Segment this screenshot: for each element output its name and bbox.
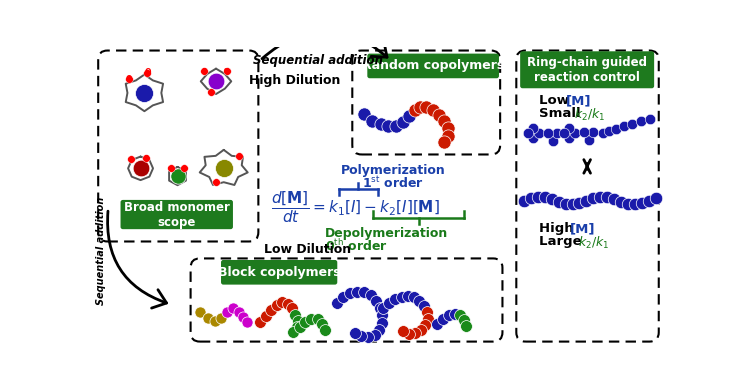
Text: O: O [202, 68, 207, 73]
Text: Low Dilution: Low Dilution [263, 243, 351, 256]
FancyBboxPatch shape [121, 200, 233, 229]
Text: $\dfrac{d[\mathbf{M}]}{dt} = k_1[I] - k_2[I][\mathbf{M}]$: $\dfrac{d[\mathbf{M}]}{dt} = k_1[I] - k_… [272, 189, 440, 225]
Text: Block copolymers: Block copolymers [218, 266, 340, 279]
FancyBboxPatch shape [520, 51, 654, 88]
Text: Broad monomer
scope: Broad monomer scope [124, 201, 229, 229]
Text: 0$^{\rm th}$ order: 0$^{\rm th}$ order [326, 238, 388, 254]
Text: O: O [128, 157, 133, 161]
Text: O: O [208, 89, 213, 95]
Text: High Dilution: High Dilution [249, 74, 340, 87]
Text: [M]: [M] [565, 95, 591, 107]
Text: O: O [237, 154, 242, 159]
Text: 1$^{\rm st}$ order: 1$^{\rm st}$ order [363, 175, 424, 191]
Text: $k_2/k_1$: $k_2/k_1$ [578, 235, 609, 251]
Text: Large: Large [539, 235, 587, 247]
FancyArrowPatch shape [107, 211, 166, 308]
Text: Low: Low [539, 95, 574, 107]
FancyArrowPatch shape [262, 31, 387, 59]
Text: O: O [127, 77, 132, 82]
Text: Depolymerization: Depolymerization [326, 227, 448, 240]
Text: O: O [144, 68, 151, 77]
Text: Sequential addition: Sequential addition [252, 54, 383, 67]
Text: Small: Small [539, 107, 585, 120]
FancyBboxPatch shape [221, 260, 337, 285]
Text: Sequential addition: Sequential addition [95, 196, 106, 305]
Text: Polymerization: Polymerization [340, 164, 445, 177]
Text: O: O [126, 75, 132, 84]
Text: O: O [213, 180, 218, 185]
Text: [M]: [M] [570, 222, 595, 235]
Text: O: O [168, 166, 173, 171]
Text: $k_2/k_1$: $k_2/k_1$ [574, 107, 605, 123]
Text: Ring-chain guided
reaction control: Ring-chain guided reaction control [527, 56, 648, 84]
Text: O: O [145, 70, 150, 75]
Text: O: O [182, 166, 187, 171]
Text: O: O [144, 155, 149, 160]
Text: Random copolymers: Random copolymers [362, 60, 504, 72]
FancyBboxPatch shape [367, 54, 499, 78]
Text: High: High [539, 222, 579, 235]
Text: O: O [224, 68, 229, 73]
